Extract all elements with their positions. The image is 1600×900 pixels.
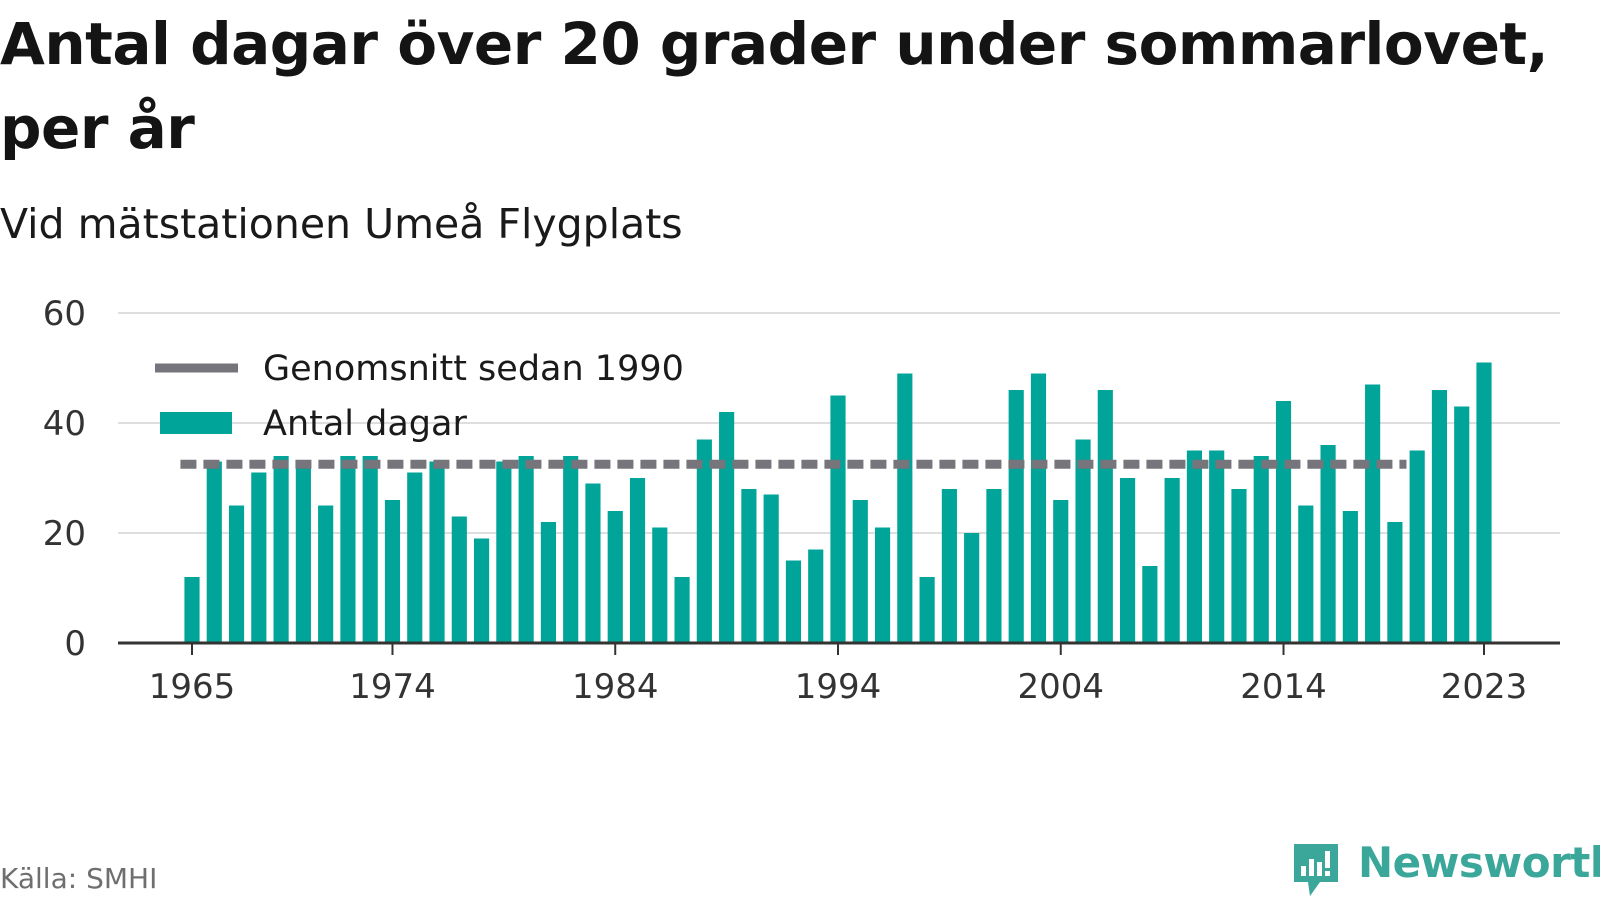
bar-2012 xyxy=(1231,489,1247,643)
bar-2003 xyxy=(1030,373,1047,643)
bar-2015 xyxy=(1298,505,1314,643)
bar-1990 xyxy=(741,489,757,643)
y-tick-label-0: 0 xyxy=(64,624,86,664)
bar-2000 xyxy=(964,533,980,643)
bar-1983 xyxy=(585,483,601,643)
bar-2023 xyxy=(1476,362,1492,643)
bar-2020 xyxy=(1409,450,1425,643)
bar-2001 xyxy=(986,489,1002,643)
bar-2002 xyxy=(1008,390,1024,643)
bar-1989 xyxy=(719,412,735,643)
legend: Genomsnitt sedan 1990 Antal dagar xyxy=(155,349,684,444)
bar-2016 xyxy=(1320,445,1336,643)
bar-1992 xyxy=(785,560,802,643)
bar-1988 xyxy=(696,439,712,643)
legend-label-bars: Antal dagar xyxy=(263,404,467,444)
newsworthy-logo-icon xyxy=(1294,844,1338,896)
x-tick-label-2023: 2023 xyxy=(1441,667,1528,707)
bar-1981 xyxy=(540,522,556,643)
bar-1986 xyxy=(652,527,668,643)
bar-2022 xyxy=(1454,406,1470,643)
bar-1965 xyxy=(184,577,200,643)
bar-chart: 0 20 40 60 Genomsnitt sedan 1990 Antal dagar… xyxy=(43,294,1560,707)
bar-2013 xyxy=(1253,456,1269,643)
bar-2011 xyxy=(1209,450,1225,643)
bar-2009 xyxy=(1164,478,1180,643)
bar-1997 xyxy=(897,373,913,643)
bar-2021 xyxy=(1431,390,1448,643)
y-axis-ticks: 0 20 40 60 xyxy=(43,294,86,664)
bar-2005 xyxy=(1075,439,1091,643)
brand-name: Newsworthy xyxy=(1358,838,1600,887)
y-tick-label-20: 20 xyxy=(43,514,86,554)
bar-1994 xyxy=(830,395,846,643)
bar-1980 xyxy=(518,456,534,643)
x-tick-label-1965: 1965 xyxy=(149,667,236,707)
bar-1968 xyxy=(251,472,267,643)
legend-swatch-bars xyxy=(160,412,232,434)
bar-1967 xyxy=(228,505,245,643)
y-tick-label-40: 40 xyxy=(43,404,86,444)
bar-1979 xyxy=(496,461,512,643)
bars xyxy=(184,362,1492,643)
bar-2010 xyxy=(1186,450,1202,643)
bar-1969 xyxy=(273,456,289,643)
bar-1982 xyxy=(563,456,579,643)
bar-1991 xyxy=(763,494,779,643)
bar-1987 xyxy=(674,577,690,643)
source-note: Källa: SMHI xyxy=(0,862,158,895)
x-tick-label-1974: 1974 xyxy=(349,667,436,707)
bar-1975 xyxy=(407,472,423,643)
x-tick-label-2004: 2004 xyxy=(1017,667,1104,707)
x-axis: 1965 1974 1984 1994 2004 2014 2023 xyxy=(118,641,1560,707)
newsworthy-logo: Newsworthy xyxy=(1290,838,1600,896)
bar-1973 xyxy=(362,456,378,643)
x-tick-label-2014: 2014 xyxy=(1240,667,1327,707)
x-tick-label-1994: 1994 xyxy=(795,667,882,707)
bar-1966 xyxy=(206,461,222,643)
bar-2004 xyxy=(1053,500,1069,643)
bar-2014 xyxy=(1275,401,1292,643)
chart-subtitle: Vid mätstationen Umeå Flygplats xyxy=(0,200,683,248)
bar-1993 xyxy=(808,549,824,643)
bar-1972 xyxy=(340,456,356,643)
bar-1999 xyxy=(941,489,957,643)
bar-1996 xyxy=(874,527,891,643)
chart-title: Antal dagar över 20 grader under sommarl… xyxy=(0,10,1549,162)
bar-1984 xyxy=(607,511,623,643)
bar-1998 xyxy=(919,577,935,643)
bar-1985 xyxy=(629,478,646,643)
bar-1971 xyxy=(318,505,334,643)
bar-1977 xyxy=(451,516,467,643)
bar-1974 xyxy=(384,500,401,643)
legend-label-average: Genomsnitt sedan 1990 xyxy=(263,349,684,389)
x-tick-label-1984: 1984 xyxy=(572,667,659,707)
bar-1995 xyxy=(852,500,868,643)
bar-2007 xyxy=(1120,478,1136,643)
bar-2018 xyxy=(1365,384,1381,643)
bar-1978 xyxy=(474,538,490,643)
bar-1970 xyxy=(295,461,311,643)
y-tick-label-60: 60 xyxy=(43,294,86,334)
bar-2006 xyxy=(1097,390,1113,643)
bar-2017 xyxy=(1342,511,1358,643)
bar-2008 xyxy=(1142,566,1158,643)
bar-2019 xyxy=(1387,522,1403,643)
bar-1976 xyxy=(429,461,445,643)
